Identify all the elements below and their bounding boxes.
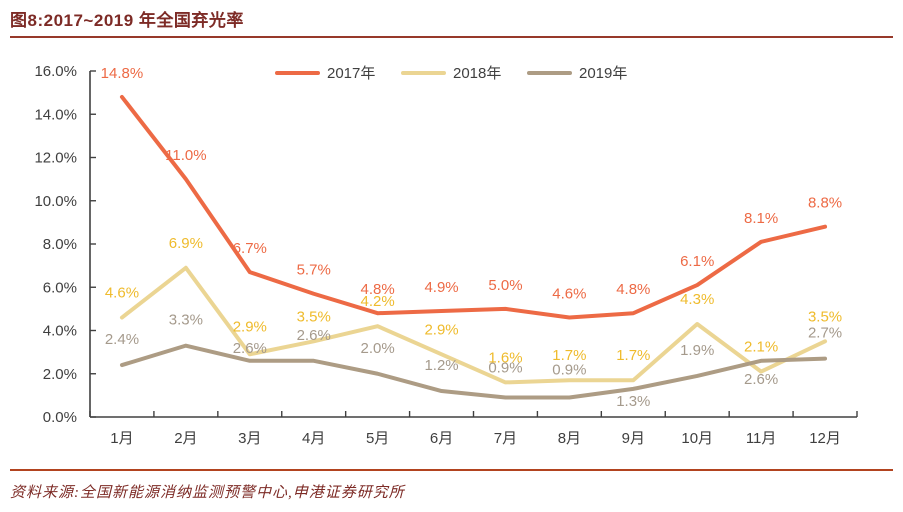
- value-label: 5.0%: [488, 277, 522, 294]
- value-label: 0.9%: [552, 362, 586, 379]
- value-label: 4.6%: [105, 285, 139, 302]
- x-axis-label: 10月: [681, 430, 713, 447]
- legend-entry: 2019年: [527, 62, 653, 83]
- value-label: 14.8%: [101, 65, 144, 82]
- value-label: 2.1%: [744, 339, 778, 356]
- source-note: 资料来源:全国新能源消纳监测预警中心,申港证券研究所: [10, 485, 405, 501]
- y-axis-label: 12.0%: [34, 150, 77, 167]
- y-axis-label: 2.0%: [43, 366, 77, 383]
- value-label: 1.9%: [680, 342, 714, 359]
- value-label: 8.1%: [744, 210, 778, 227]
- x-axis-label: 11月: [746, 430, 777, 447]
- value-label: 2.6%: [233, 340, 267, 357]
- value-label: 4.8%: [361, 281, 395, 298]
- value-label: 6.1%: [680, 253, 714, 270]
- x-axis-label: 2月: [174, 430, 197, 447]
- value-label: 3.5%: [808, 308, 842, 325]
- y-axis-label: 0.0%: [43, 409, 77, 426]
- x-axis-label: 6月: [430, 430, 453, 447]
- value-label: 2.6%: [744, 371, 778, 388]
- value-label: 1.2%: [424, 357, 458, 374]
- value-label: 4.3%: [680, 291, 714, 308]
- legend-entry: 2017年: [275, 62, 401, 83]
- y-axis-label: 6.0%: [43, 279, 77, 296]
- legend-label: 2018年: [453, 65, 502, 82]
- legend-swatch-icon: [527, 70, 572, 75]
- value-label: 4.9%: [424, 279, 458, 296]
- value-label: 1.6%: [488, 349, 522, 366]
- x-axis-label: 12月: [809, 430, 841, 447]
- y-axis-label: 16.0%: [34, 63, 77, 80]
- y-axis-label: 10.0%: [34, 193, 77, 210]
- value-label: 2.9%: [424, 321, 458, 338]
- value-label: 2.7%: [808, 325, 842, 342]
- value-label: 2.0%: [361, 340, 395, 357]
- legend-label: 2019年: [579, 65, 628, 82]
- x-axis-label: 7月: [494, 430, 517, 447]
- legend-label: 2017年: [327, 65, 376, 82]
- value-label: 3.3%: [169, 312, 203, 329]
- value-label: 1.3%: [616, 393, 650, 410]
- legend-swatch-icon: [275, 70, 320, 75]
- legend-swatch-icon: [401, 70, 446, 75]
- value-label: 6.7%: [233, 240, 267, 257]
- legend-entry: 2018年: [401, 62, 527, 83]
- y-axis-label: 8.0%: [43, 236, 77, 253]
- value-label: 2.4%: [105, 331, 139, 348]
- figure-title: 图8:2017~2019 年全国弃光率: [10, 11, 244, 30]
- x-axis-label: 4月: [302, 430, 325, 447]
- value-label: 4.6%: [552, 286, 586, 303]
- value-label: 8.8%: [808, 195, 842, 212]
- value-label: 4.8%: [616, 281, 650, 298]
- x-axis-label: 8月: [558, 430, 581, 447]
- series-line-2017年: [119, 94, 828, 320]
- y-axis-label: 4.0%: [43, 323, 77, 340]
- value-label: 0.9%: [488, 360, 522, 377]
- y-axis-label: 14.0%: [34, 106, 77, 123]
- value-label: 4.2%: [361, 293, 395, 310]
- value-label: 2.9%: [233, 318, 267, 335]
- value-label: 6.9%: [169, 235, 203, 252]
- value-label: 5.7%: [297, 262, 331, 279]
- series-line-2018年: [119, 265, 828, 385]
- title-divider: [10, 36, 893, 38]
- value-label: 3.5%: [297, 308, 331, 325]
- chart-legend: 2017年 2018年 2019年: [275, 62, 653, 83]
- x-axis-label: 5月: [366, 430, 389, 447]
- value-label: 1.7%: [616, 347, 650, 364]
- x-axis-label: 9月: [622, 430, 645, 447]
- value-label: 2.6%: [297, 327, 331, 344]
- x-axis-label: 1月: [110, 430, 133, 447]
- footer-divider: [10, 469, 893, 471]
- series-line-2019年: [119, 343, 828, 400]
- value-label: 11.0%: [165, 147, 206, 164]
- x-axis-label: 3月: [238, 430, 261, 447]
- value-label: 1.7%: [552, 347, 586, 364]
